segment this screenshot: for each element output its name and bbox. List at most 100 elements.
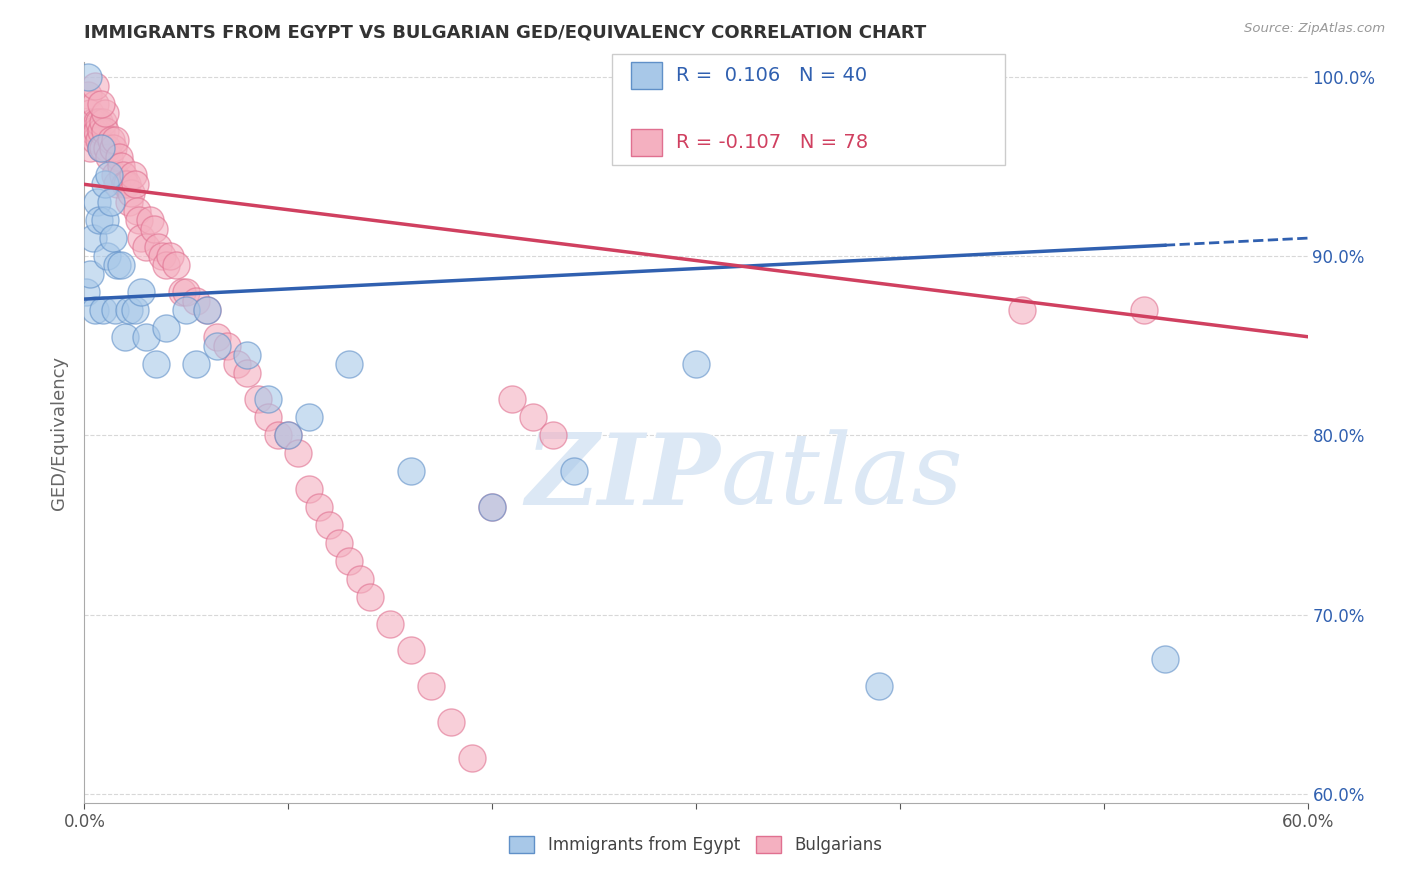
Point <box>142 222 165 236</box>
Point <box>77 70 100 84</box>
Point <box>502 392 524 407</box>
Point <box>83 78 105 93</box>
Point <box>135 240 157 254</box>
Point <box>186 293 208 308</box>
Point <box>104 132 127 146</box>
Point <box>562 464 585 478</box>
Point <box>90 123 112 137</box>
Point <box>118 302 141 317</box>
Point <box>257 410 280 425</box>
Point <box>87 114 110 128</box>
Point <box>101 141 124 155</box>
Point <box>195 302 218 317</box>
Point <box>420 679 443 693</box>
Point <box>82 114 104 128</box>
Point <box>399 464 422 478</box>
Point <box>118 195 141 210</box>
Point <box>440 715 463 730</box>
Point <box>96 249 118 263</box>
Point <box>131 285 153 299</box>
Point <box>91 302 114 317</box>
Point <box>205 339 228 353</box>
Point <box>75 285 97 299</box>
Point <box>75 123 97 137</box>
Point <box>399 643 422 657</box>
Point <box>685 357 707 371</box>
Point <box>277 428 299 442</box>
Point <box>124 302 146 317</box>
Point <box>1133 302 1156 317</box>
Point <box>120 186 142 201</box>
Legend: Immigrants from Egypt, Bulgarians: Immigrants from Egypt, Bulgarians <box>502 830 890 861</box>
Point <box>96 141 118 155</box>
Point <box>349 572 371 586</box>
Point <box>122 169 145 183</box>
Text: R =  0.106   N = 40: R = 0.106 N = 40 <box>676 66 868 86</box>
Point <box>155 258 177 272</box>
Point <box>226 357 249 371</box>
Point <box>236 348 259 362</box>
Point <box>236 366 259 380</box>
Point <box>339 357 361 371</box>
Point <box>174 302 197 317</box>
Point <box>90 96 112 111</box>
Point <box>114 329 136 343</box>
Point <box>1011 302 1033 317</box>
Point <box>217 339 239 353</box>
Point <box>131 231 153 245</box>
Point <box>246 392 269 407</box>
Point <box>135 329 157 343</box>
Point <box>298 482 321 496</box>
Point <box>195 302 218 317</box>
Point <box>461 751 484 765</box>
Point <box>97 169 120 183</box>
Point <box>112 169 135 183</box>
Point <box>93 123 115 137</box>
Point <box>79 105 101 120</box>
Point <box>114 178 136 192</box>
Point <box>97 151 120 165</box>
Point <box>93 105 115 120</box>
Point <box>380 616 402 631</box>
Point <box>267 428 290 442</box>
Point <box>86 114 108 128</box>
Point <box>172 285 194 299</box>
Point <box>104 302 127 317</box>
Point <box>110 258 132 272</box>
Point <box>277 428 299 442</box>
Point <box>108 151 131 165</box>
Point <box>481 500 503 514</box>
Point <box>869 679 891 693</box>
Point <box>127 204 149 219</box>
Text: IMMIGRANTS FROM EGYPT VS BULGARIAN GED/EQUIVALENCY CORRELATION CHART: IMMIGRANTS FROM EGYPT VS BULGARIAN GED/E… <box>84 23 927 41</box>
Point <box>100 132 122 146</box>
Point <box>83 96 105 111</box>
Point <box>91 141 114 155</box>
Point <box>90 141 112 155</box>
Point <box>146 240 169 254</box>
Point <box>174 285 197 299</box>
Point <box>86 123 108 137</box>
Point <box>298 410 321 425</box>
Point <box>101 231 124 245</box>
Point <box>87 132 110 146</box>
Point <box>83 132 105 146</box>
Point <box>93 178 115 192</box>
Point <box>159 249 181 263</box>
Point <box>79 141 101 155</box>
Point <box>105 178 128 192</box>
Point <box>124 178 146 192</box>
Point <box>87 213 110 227</box>
Point <box>138 213 160 227</box>
Point <box>128 213 150 227</box>
Point <box>79 267 101 281</box>
Point <box>165 258 187 272</box>
Text: ZIP: ZIP <box>526 429 720 525</box>
Point <box>543 428 565 442</box>
Point <box>481 500 503 514</box>
Point <box>339 554 361 568</box>
Point <box>155 320 177 334</box>
Point <box>145 357 167 371</box>
Point <box>328 536 350 550</box>
Point <box>522 410 544 425</box>
